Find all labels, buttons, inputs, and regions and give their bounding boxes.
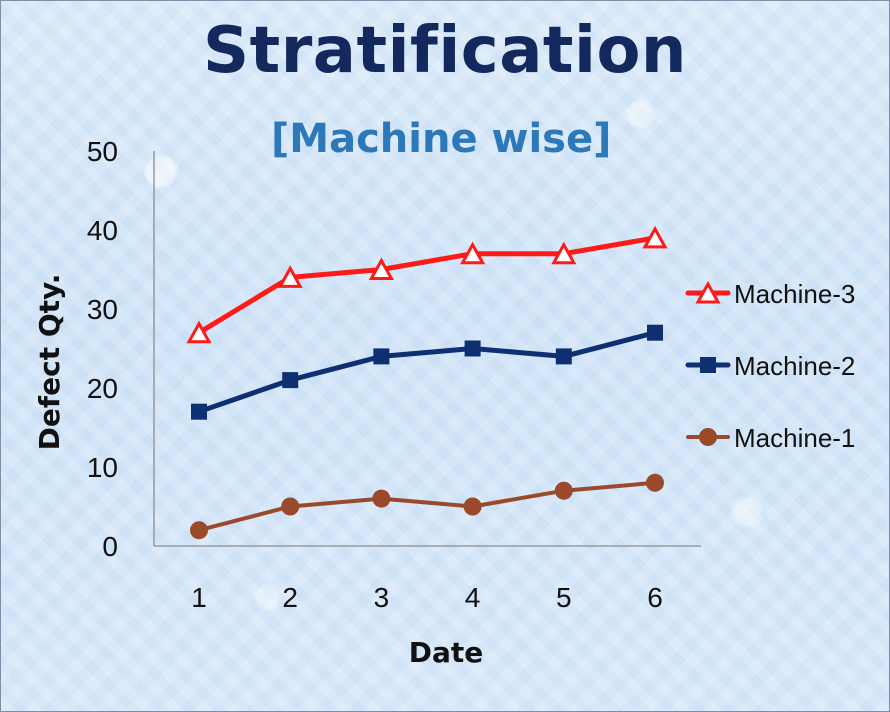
data-point-machine-1-6 (646, 473, 664, 492)
x-axis-title: Date (409, 636, 484, 669)
data-point-machine-1-3 (372, 489, 391, 508)
x-tick-label: 6 (647, 582, 663, 613)
series-line-machine-1 (197, 480, 657, 533)
y-ticks: 0 10 20 30 40 50 (87, 136, 118, 562)
legend-marker (695, 280, 721, 304)
y-tick-label: 20 (87, 373, 118, 404)
series-machine-3 (186, 225, 668, 344)
legend: Machine-3 Machine-2 Machine-1 (685, 279, 855, 453)
x-tick-label: 1 (191, 582, 207, 613)
x-tick-label: 2 (282, 582, 298, 613)
y-tick-label: 50 (87, 136, 118, 167)
data-point-machine-3-6 (642, 225, 668, 249)
legend-label: Machine-1 (734, 423, 855, 453)
y-tick-label: 0 (102, 531, 118, 562)
series-layer (186, 225, 668, 540)
data-point-machine-3-2 (277, 265, 303, 288)
series-line-machine-3 (196, 235, 658, 336)
legend-item-machine-3: Machine-3 (685, 279, 855, 309)
series-machine-2 (191, 324, 663, 420)
x-tick-label: 4 (465, 582, 481, 613)
data-point-machine-1-1 (190, 521, 208, 540)
legend-label: Machine-3 (734, 279, 855, 309)
chart-subtitle: [Machine wise] (271, 116, 612, 162)
data-point-machine-3-3 (368, 257, 394, 280)
series-line-machine-2 (196, 330, 658, 415)
y-tick-label: 30 (87, 294, 118, 325)
chart-title: Stratification (203, 14, 687, 88)
data-point-machine-2-6 (647, 324, 663, 341)
legend-marker (700, 357, 716, 373)
y-tick-label: 10 (87, 452, 118, 483)
series-machine-1 (190, 473, 664, 540)
legend-item-machine-2: Machine-2 (685, 351, 855, 381)
x-ticks: 1 2 3 4 5 6 (191, 582, 663, 613)
y-tick-label: 40 (87, 215, 118, 246)
x-tick-label: 5 (556, 582, 572, 613)
legend-marker (699, 428, 717, 446)
data-point-machine-1-2 (281, 497, 300, 516)
data-point-machine-2-4 (464, 340, 481, 357)
data-point-machine-3-1 (186, 320, 212, 344)
data-point-machine-2-5 (555, 348, 572, 365)
y-axis-title: Defect Qty. (33, 274, 66, 451)
data-point-machine-1-4 (463, 497, 482, 516)
data-point-machine-2-2 (282, 372, 299, 389)
legend-item-machine-1: Machine-1 (686, 423, 855, 453)
data-point-machine-3-4 (460, 241, 486, 265)
data-point-machine-1-5 (554, 481, 573, 500)
x-tick-label: 3 (374, 582, 390, 613)
data-point-machine-2-3 (373, 348, 390, 365)
data-point-machine-2-1 (191, 403, 207, 420)
legend-label: Machine-2 (734, 351, 855, 381)
data-point-machine-3-5 (551, 241, 577, 265)
